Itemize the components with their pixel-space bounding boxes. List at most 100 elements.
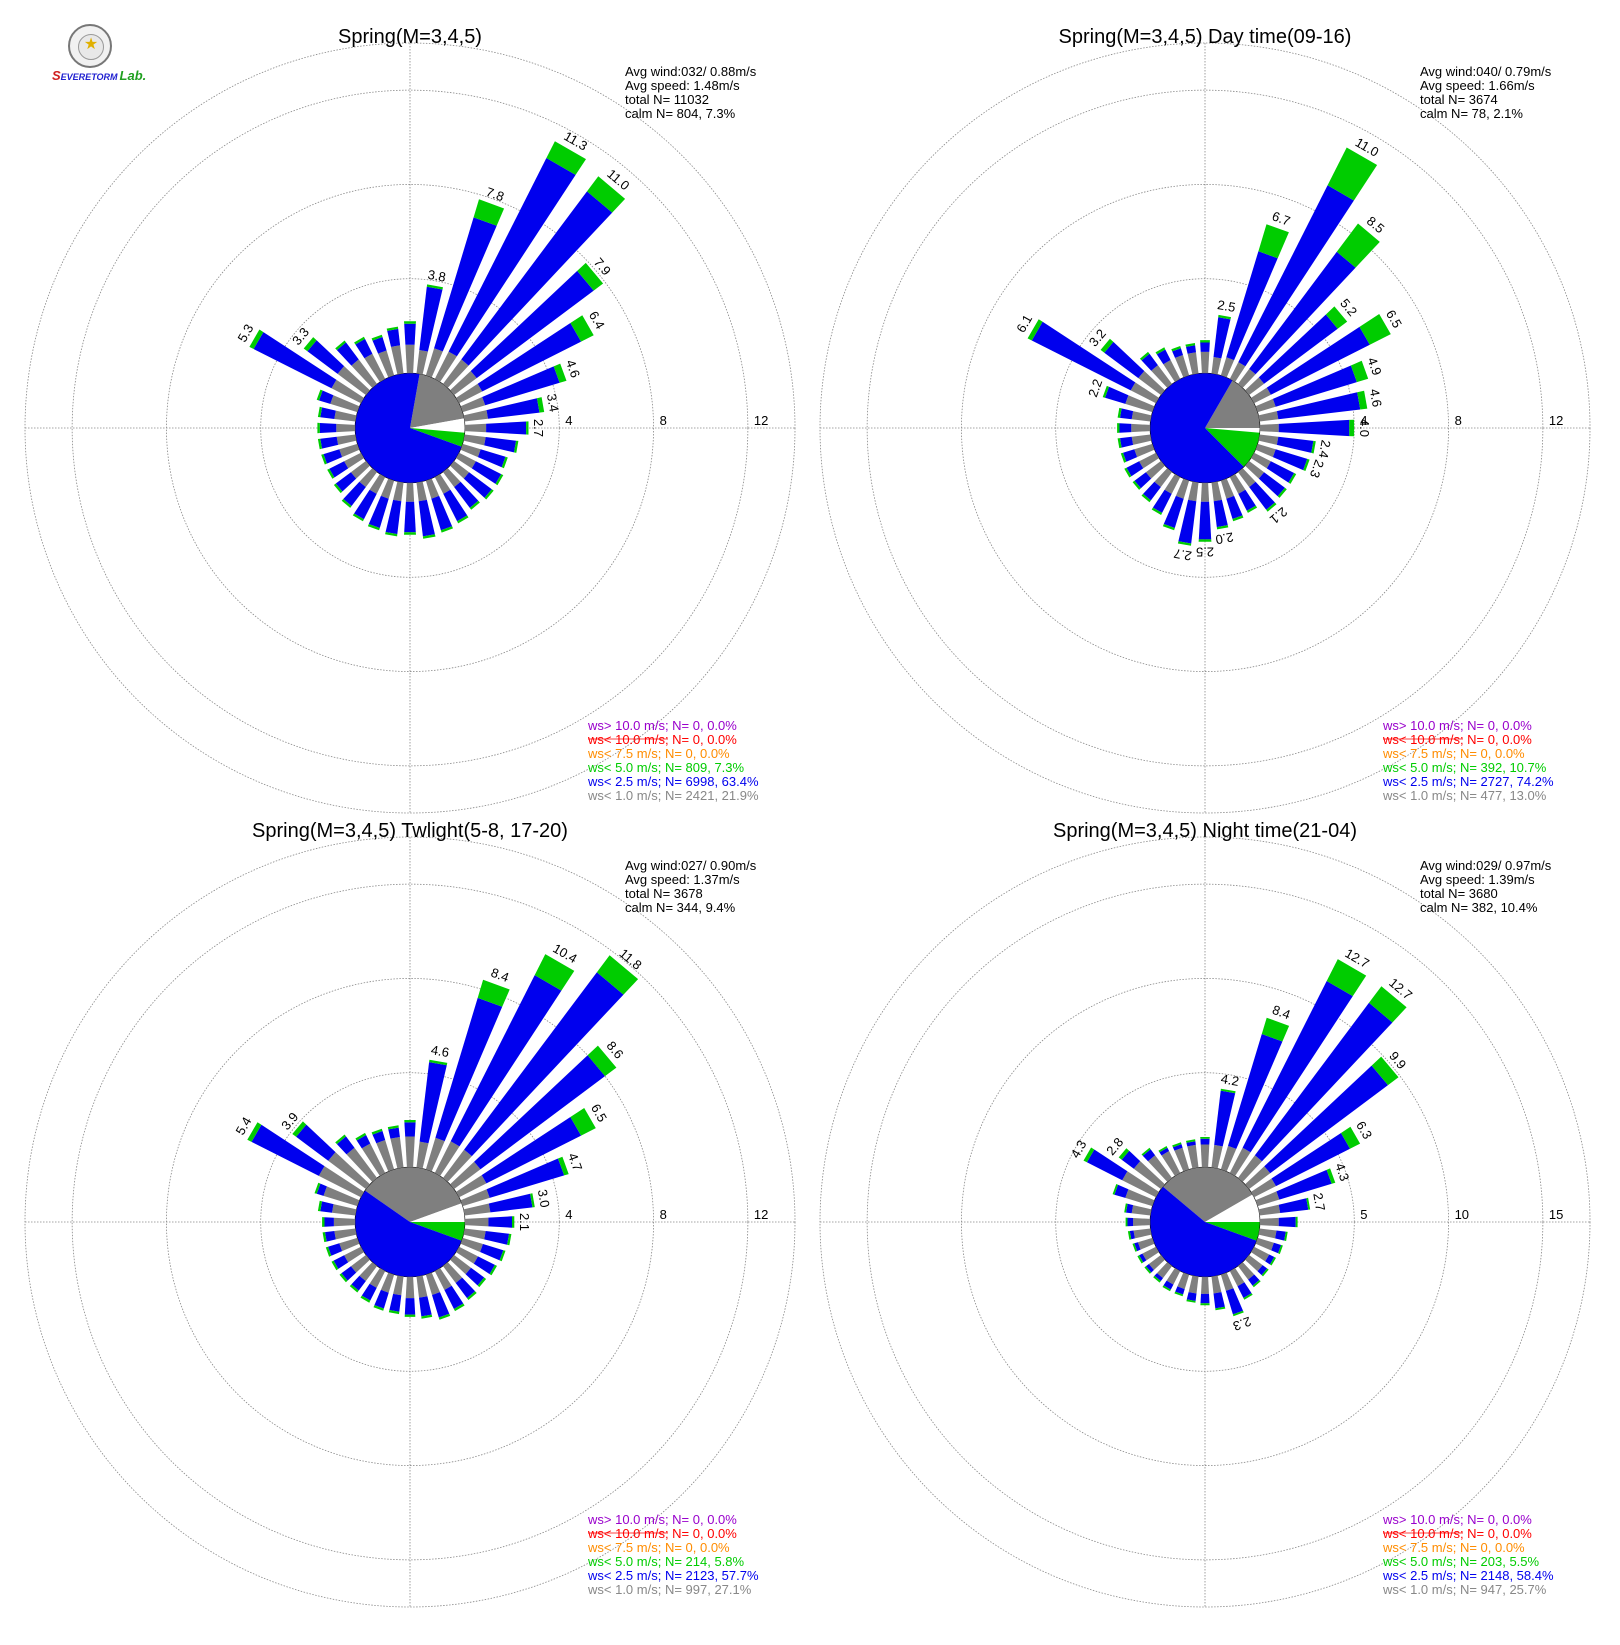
bar-segment-lt1: [416, 350, 428, 375]
bar-segment-lt25: [1186, 1141, 1196, 1147]
bar-segment-lt50: [1277, 487, 1287, 498]
bar-segment-lt50: [1232, 515, 1244, 522]
bar-segment-lt1: [1245, 460, 1265, 479]
bar-segment-lt1: [350, 460, 370, 479]
bar-segment-lt25: [1266, 326, 1370, 395]
bar-segment-lt1: [380, 478, 395, 499]
bar-segment-lt1: [350, 1254, 370, 1273]
bar-segment-lt50: [1100, 338, 1114, 353]
bar-segment-lt25: [1198, 501, 1212, 540]
bar-segment-lt1: [1131, 1205, 1152, 1216]
bar-segment-lt1: [1220, 1145, 1237, 1172]
bar-segment-lt1: [1258, 1228, 1277, 1239]
stats-line: Avg speed: 1.37m/s: [625, 872, 740, 887]
bar-segment-lt1: [1255, 1237, 1274, 1251]
bar-segment-lt50: [553, 363, 567, 383]
bar-segment-lt25: [319, 390, 334, 404]
bar-segment-lt1: [1188, 1275, 1199, 1294]
bar-segment-lt1: [364, 353, 386, 382]
bar-segment-lt25: [404, 501, 416, 533]
bar-segment-lt50: [1102, 385, 1109, 398]
ring-label: 8: [1455, 413, 1462, 428]
bar-segment-lt50: [404, 321, 416, 324]
bar-value-label: 6.7: [1270, 208, 1292, 228]
bar-segment-lt25: [388, 1127, 400, 1139]
bar-segment-lt1: [1211, 481, 1222, 502]
bar-segment-lt50: [321, 454, 327, 465]
bar-value-label: 3.4: [544, 393, 562, 413]
bar-segment-lt1: [1251, 1246, 1270, 1262]
bar-segment-lt1: [391, 345, 404, 375]
bar-segment-lt1: [361, 1143, 386, 1176]
bar-segment-lt50: [1303, 458, 1310, 471]
bar-segment-lt1: [460, 443, 481, 458]
stats-line: calm N= 78, 2.1%: [1420, 106, 1523, 121]
bar-segment-lt1: [1211, 1275, 1222, 1294]
bar-segment-lt1: [1255, 1191, 1280, 1207]
bar-segment-lt25: [251, 1124, 325, 1176]
bar-segment-lt25: [1031, 321, 1136, 391]
bar-value-label: 8.4: [489, 965, 511, 985]
bar-segment-lt25: [361, 1283, 377, 1301]
bar-segment-lt1: [1187, 1144, 1199, 1169]
bar-segment-lt1: [460, 397, 486, 413]
legend-entry: ws< 5.0 m/s; N= 809, 7.3%: [587, 760, 745, 775]
bar-segment-lt50: [1137, 1255, 1144, 1264]
bar-segment-lt1: [1131, 411, 1152, 422]
bar-segment-lt1: [344, 452, 364, 469]
bar-segment-lt1: [405, 482, 415, 502]
bar-segment-lt50: [367, 524, 380, 531]
bar-segment-lt25: [387, 328, 401, 347]
grid-ring: [71, 883, 749, 1561]
bar-segment-lt25: [1159, 1147, 1170, 1156]
bar-segment-lt25: [1200, 1138, 1210, 1145]
bar-segment-lt1: [456, 1246, 478, 1264]
bar-segment-lt25: [1271, 1133, 1350, 1187]
bar-segment-lt50: [1327, 147, 1378, 201]
bar-segment-lt50: [249, 329, 264, 349]
bar-segment-lt1: [1133, 1161, 1165, 1190]
legend-entry: ws< 10.0 m/s; N= 0, 0.0%: [587, 732, 737, 747]
bar-segment-lt25: [465, 1267, 485, 1286]
bar-segment-lt50: [1117, 438, 1122, 449]
bar-value-label: 8.4: [1270, 1002, 1292, 1022]
bar-segment-lt25: [486, 1158, 565, 1198]
bar-segment-lt1: [337, 366, 370, 396]
bar-segment-lt50: [317, 406, 322, 418]
bar-segment-lt25: [1152, 489, 1172, 513]
bar-segment-lt1: [1229, 1147, 1251, 1176]
bar-segment-lt25: [474, 1055, 605, 1170]
bar-segment-lt25: [463, 472, 492, 498]
bar-segment-lt1: [393, 1275, 404, 1296]
bar-segment-lt1: [463, 1203, 491, 1216]
bar-segment-lt1: [380, 1272, 395, 1293]
bar-segment-lt25: [419, 1062, 447, 1144]
bar-segment-lt1: [1130, 382, 1159, 404]
bar-segment-lt50: [333, 483, 343, 494]
bar-segment-lt50: [1162, 524, 1175, 531]
legend-entry: ws< 5.0 m/s; N= 203, 5.5%: [1382, 1554, 1540, 1569]
bar-segment-lt1: [331, 379, 364, 404]
bar-segment-lt50: [1172, 1142, 1182, 1148]
center-pie-slice: [410, 1203, 466, 1222]
bar-segment-lt50: [587, 1045, 617, 1077]
bar-segment-lt25: [444, 1285, 464, 1309]
bar-segment-lt25: [324, 1217, 334, 1227]
bar-segment-lt1: [1251, 452, 1271, 469]
bar-segment-lt1: [1174, 1147, 1190, 1172]
bar-segment-lt50: [322, 1217, 325, 1227]
bar-segment-lt1: [346, 1147, 378, 1182]
ring-label: 5: [1360, 1207, 1367, 1222]
bar-segment-lt1: [1139, 452, 1159, 469]
bar-segment-lt50: [1200, 1303, 1210, 1306]
bar-segment-lt25: [1265, 1254, 1275, 1265]
bar-segment-lt25: [481, 1117, 582, 1184]
bar-value-label: 4.9: [1364, 355, 1384, 377]
bar-segment-lt25: [477, 323, 582, 392]
bar-segment-lt1: [359, 468, 378, 488]
bar-segment-lt50: [1162, 1285, 1171, 1292]
bar-segment-lt1: [434, 351, 457, 382]
bar-segment-lt25: [341, 1266, 357, 1281]
bar-segment-lt1: [1133, 1228, 1152, 1239]
